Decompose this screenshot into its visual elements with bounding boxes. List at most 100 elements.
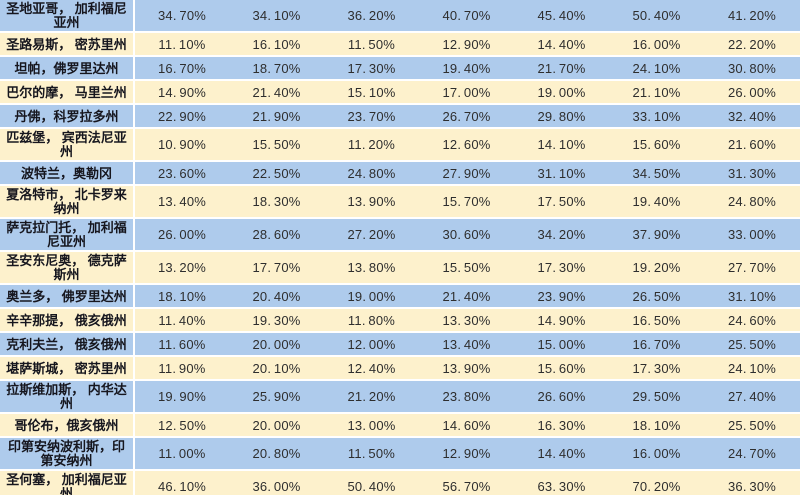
value-cell: 33. 10% xyxy=(632,108,681,124)
value-cell: 12. 40% xyxy=(347,360,396,376)
city-name-cell: 圣何塞， 加利福尼亚州 xyxy=(0,470,135,495)
value-cell: 19. 40% xyxy=(442,60,491,76)
value-cell: 15. 70% xyxy=(442,194,491,209)
value-cell: 16. 00% xyxy=(632,446,681,461)
value-cell: 40. 70% xyxy=(442,8,491,23)
value-cell: 11. 10% xyxy=(158,36,206,52)
value-cell: 10. 90% xyxy=(157,137,207,152)
value-cell: 29. 80% xyxy=(537,108,586,124)
value-cell: 34. 70% xyxy=(157,8,207,23)
value-cell: 12. 90% xyxy=(442,446,491,461)
value-cell: 22. 90% xyxy=(157,108,207,124)
value-cell: 20. 10% xyxy=(252,360,301,376)
value-cell: 24. 80% xyxy=(347,165,396,181)
value-cell: 19. 30% xyxy=(252,312,301,328)
value-cell: 24. 60% xyxy=(727,312,777,328)
value-cell: 26. 60% xyxy=(537,389,586,404)
value-cell: 23. 70% xyxy=(347,108,396,124)
value-cell: 14. 10% xyxy=(537,137,586,152)
value-cell: 13. 20% xyxy=(157,260,207,275)
value-cell: 25. 50% xyxy=(727,417,777,433)
value-cell: 26. 00% xyxy=(727,84,777,100)
value-cell: 21. 70% xyxy=(537,60,586,76)
value-cell: 16. 30% xyxy=(537,417,586,433)
city-name-cell: 圣安东尼奥， 德克萨斯州 xyxy=(0,251,135,284)
value-cell: 50. 40% xyxy=(632,8,681,23)
value-cell: 12. 50% xyxy=(157,417,207,433)
city-name-cell: 奥兰多， 佛罗里达州 xyxy=(0,284,135,308)
value-cell: 21. 90% xyxy=(252,108,301,124)
value-cell: 14. 90% xyxy=(157,84,207,100)
value-cell: 19. 20% xyxy=(632,260,681,275)
value-cell: 17. 30% xyxy=(537,260,586,275)
value-cell: 13. 90% xyxy=(347,194,396,209)
value-cell: 31. 10% xyxy=(537,165,586,181)
value-cell: 20. 00% xyxy=(252,336,301,352)
table-row: 圣何塞， 加利福尼亚州 46. 10% 36. 00% 50. 40% 56. 70% 6… xyxy=(0,470,800,495)
value-cell: 50. 40% xyxy=(347,479,396,494)
value-cell: 56. 70% xyxy=(442,479,491,494)
value-cell: 16. 00% xyxy=(632,36,681,52)
table-row: 夏洛特市， 北卡罗来纳州 13. 40% 18. 30% 13. 90% 15. 70%… xyxy=(0,185,800,218)
table-row: 丹佛，科罗拉多州 22. 90% 21. 90% 23. 70% 26. 70% 29. … xyxy=(0,104,800,128)
value-cell: 34. 50% xyxy=(632,165,681,181)
value-cell: 13. 80% xyxy=(347,260,396,275)
value-cell: 14. 60% xyxy=(442,417,491,433)
value-cell: 18. 70% xyxy=(252,60,301,76)
value-cell: 36. 20% xyxy=(347,8,396,23)
value-cell: 11. 80% xyxy=(347,312,396,328)
value-cell: 12. 60% xyxy=(442,137,491,152)
value-cell: 31. 10% xyxy=(727,288,777,304)
value-cell: 25. 90% xyxy=(252,389,301,404)
value-cell: 21. 60% xyxy=(727,137,777,152)
value-cell: 32. 40% xyxy=(727,108,777,124)
value-cell: 12. 00% xyxy=(347,336,396,352)
table-row: 奥兰多， 佛罗里达州 18. 10% 20. 40% 19. 00% 21. 40% 23… xyxy=(0,284,800,308)
value-cell: 23. 80% xyxy=(442,389,491,404)
value-cell: 20. 40% xyxy=(252,288,301,304)
city-name-cell: 坦帕，佛罗里达州 xyxy=(0,56,135,80)
value-cell: 16. 70% xyxy=(632,336,681,352)
value-cell: 11. 50% xyxy=(347,446,396,461)
value-cell: 23. 90% xyxy=(537,288,586,304)
value-cell: 21. 40% xyxy=(442,288,491,304)
value-cell: 31. 30% xyxy=(727,165,777,181)
table-row: 拉斯维加斯， 内华达州 19. 90% 25. 90% 21. 20% 23. 80% 2… xyxy=(0,380,800,413)
city-name-cell: 夏洛特市， 北卡罗来纳州 xyxy=(0,185,135,218)
value-cell: 16. 10% xyxy=(252,36,301,52)
value-cell: 13. 40% xyxy=(442,336,491,352)
value-cell: 15. 60% xyxy=(632,137,681,152)
value-cell: 19. 40% xyxy=(632,194,681,209)
value-cell: 13. 30% xyxy=(442,312,491,328)
value-cell: 34. 20% xyxy=(537,227,586,242)
value-cell: 11. 40% xyxy=(158,312,206,328)
value-cell: 27. 70% xyxy=(727,260,777,275)
value-cell: 14. 90% xyxy=(537,312,586,328)
value-cell: 19. 00% xyxy=(537,84,586,100)
value-cell: 25. 50% xyxy=(727,336,777,352)
table-row: 克利夫兰， 俄亥俄州 11. 60% 20. 00% 12. 00% 13. 40% 15… xyxy=(0,332,800,356)
value-cell: 11. 00% xyxy=(158,446,206,461)
value-cell: 11. 60% xyxy=(158,336,206,352)
value-cell: 16. 50% xyxy=(632,312,681,328)
city-name-cell: 萨克拉门托， 加利福尼亚州 xyxy=(0,218,135,251)
city-name-cell: 堪萨斯城， 密苏里州 xyxy=(0,356,135,380)
value-cell: 17. 50% xyxy=(537,194,586,209)
value-cell: 14. 40% xyxy=(537,446,586,461)
value-cell: 22. 50% xyxy=(252,165,301,181)
value-cell: 28. 60% xyxy=(252,227,301,242)
city-name-cell: 印第安纳波利斯，印第安纳州 xyxy=(0,437,135,470)
value-cell: 11. 90% xyxy=(158,360,206,376)
value-cell: 13. 90% xyxy=(442,360,491,376)
table-row: 堪萨斯城， 密苏里州 11. 90% 20. 10% 12. 40% 13. 90% 15… xyxy=(0,356,800,380)
value-cell: 11. 20% xyxy=(347,137,396,152)
value-cell: 36. 00% xyxy=(252,479,301,494)
value-cell: 18. 10% xyxy=(632,417,681,433)
value-cell: 18. 10% xyxy=(157,288,207,304)
value-cell: 27. 40% xyxy=(727,389,777,404)
value-cell: 34. 10% xyxy=(252,8,301,23)
value-cell: 12. 90% xyxy=(442,36,491,52)
table-row: 匹兹堡， 宾西法尼亚州 10. 90% 15. 50% 11. 20% 12. 60% 1… xyxy=(0,128,800,161)
